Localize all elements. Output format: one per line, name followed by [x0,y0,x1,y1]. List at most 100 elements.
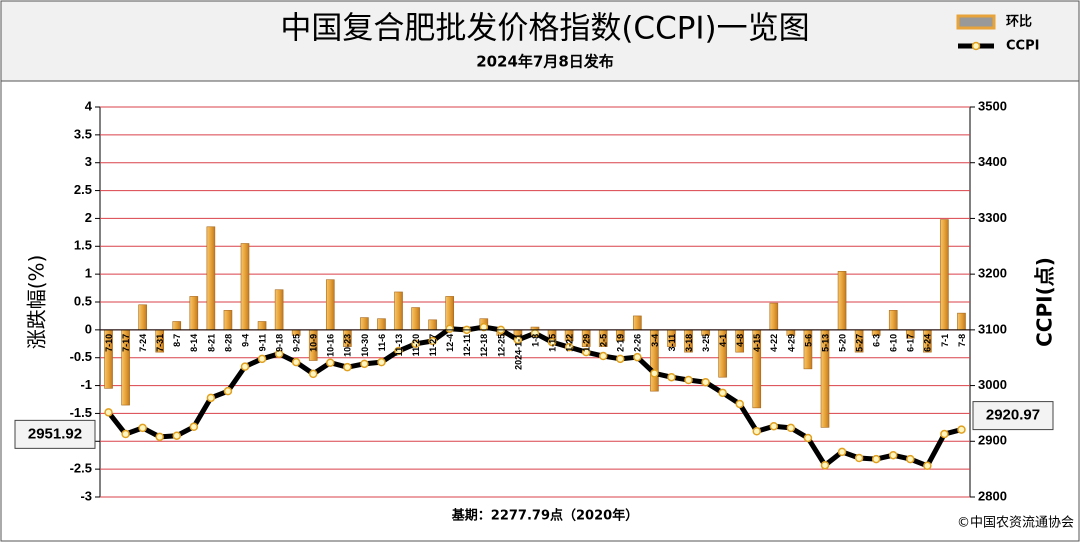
x-tick-label: 6-10 [889,334,899,352]
line-marker [803,433,813,443]
x-tick-label: 5-13 [820,334,830,352]
x-tick-label: 10-30 [360,334,370,357]
bar [223,310,233,331]
y-tick-label: 0.5 [74,293,92,308]
line-marker [701,377,710,387]
y2-tick-label: 3100 [978,321,1007,336]
line-marker [906,454,915,464]
bar [325,279,335,331]
line-marker [667,372,676,382]
line-marker [854,453,864,463]
x-tick-label: 1-8 [530,334,540,347]
line-marker [650,369,659,378]
line-marker [735,399,744,409]
bar [837,271,847,331]
line-marker [547,337,557,347]
x-tick-label: 2-19 [616,334,626,352]
line-marker [411,339,420,349]
line-marker [923,461,932,471]
x-tick-label: 3-11 [667,334,677,352]
x-tick-label: 8-21 [206,334,216,352]
line-marker [513,335,523,345]
line-marker [957,425,966,434]
line-marker [633,352,642,362]
bar [940,219,949,331]
bar [360,317,369,331]
line-marker [240,362,250,371]
source: ©中国农资流通协会 [957,516,1074,531]
x-tick-label: 2-5 [599,334,609,347]
x-tick-label: 7-31 [155,334,165,352]
line-marker [718,388,727,398]
line-marker [121,429,130,439]
y-tick-label: -1.5 [70,405,92,420]
y2-tick-label: 3400 [978,154,1007,169]
bar [957,312,966,331]
line-marker [172,431,182,440]
line-marker [940,429,949,439]
line-marker [820,460,830,470]
legend-marker [971,41,981,51]
line-marker [786,423,796,433]
line-marker [684,375,693,385]
x-tick-label: 1-15 [547,334,557,352]
line-marker [752,427,762,436]
bar [769,302,779,331]
legend-swatch [956,14,996,30]
x-tick-label: 9-25 [292,334,302,352]
x-tick-label: 7-1 [940,334,950,347]
x-tick-label: 6-24 [923,334,933,352]
bar [377,318,386,331]
x-tick-label: 12-25 [496,334,506,357]
bar [633,315,642,331]
value-label: 2951.92 [28,425,82,442]
x-tick-label: 11-6 [377,334,387,352]
line-marker [257,354,267,364]
x-tick-label: 7-8 [957,334,967,347]
x-tick-label: 2024-1-1 [513,334,523,370]
bar [172,321,182,331]
x-tick-label: 10-23 [343,334,353,357]
x-tick-label: 1-22 [564,334,574,352]
value-label-box [14,419,96,449]
y-tick-label: -2.5 [70,461,92,476]
bar [189,296,199,331]
y2-axis-title: CCPI(点) [1033,257,1057,347]
line-marker [360,359,369,369]
x-tick-label: 3-18 [684,334,694,352]
x-tick-label: 4-8 [735,334,745,347]
y-tick-label: -0.5 [70,349,92,364]
line-marker [308,369,318,379]
y-tick-label: 0 [85,321,92,336]
x-tick-label: 12-18 [479,334,489,357]
line-marker [871,454,881,464]
bar [240,243,250,331]
x-tick-label: 9-11 [257,334,267,352]
line-marker [837,447,847,457]
x-tick-label: 5-20 [837,334,847,352]
x-tick-label: 9-4 [240,334,250,347]
x-tick-label: 12-4 [445,334,455,352]
line-marker [428,336,437,346]
x-tick-label: 6-17 [906,334,916,352]
line-marker [206,393,216,403]
chart-title: 中国复合肥批发价格指数(CCPI)一览图 [280,11,809,47]
y2-tick-label: 3200 [978,266,1007,281]
x-tick-label: 9-18 [274,334,284,352]
x-tick-label: 4-15 [752,334,762,352]
x-tick-label: 11-20 [411,334,421,357]
value-label-box [972,401,1054,431]
bar [138,304,147,331]
x-tick-label: 2-26 [633,334,643,352]
x-tick-label: 8-28 [223,334,233,352]
line-marker [377,357,386,367]
line-marker [138,423,147,433]
x-tick-label: 11-13 [394,334,404,357]
y-tick-label: 3 [85,154,92,169]
line-marker [326,358,335,367]
y-tick-label: 2 [85,210,92,225]
bar [428,319,437,331]
line-marker [223,386,233,396]
line-marker [616,354,625,364]
